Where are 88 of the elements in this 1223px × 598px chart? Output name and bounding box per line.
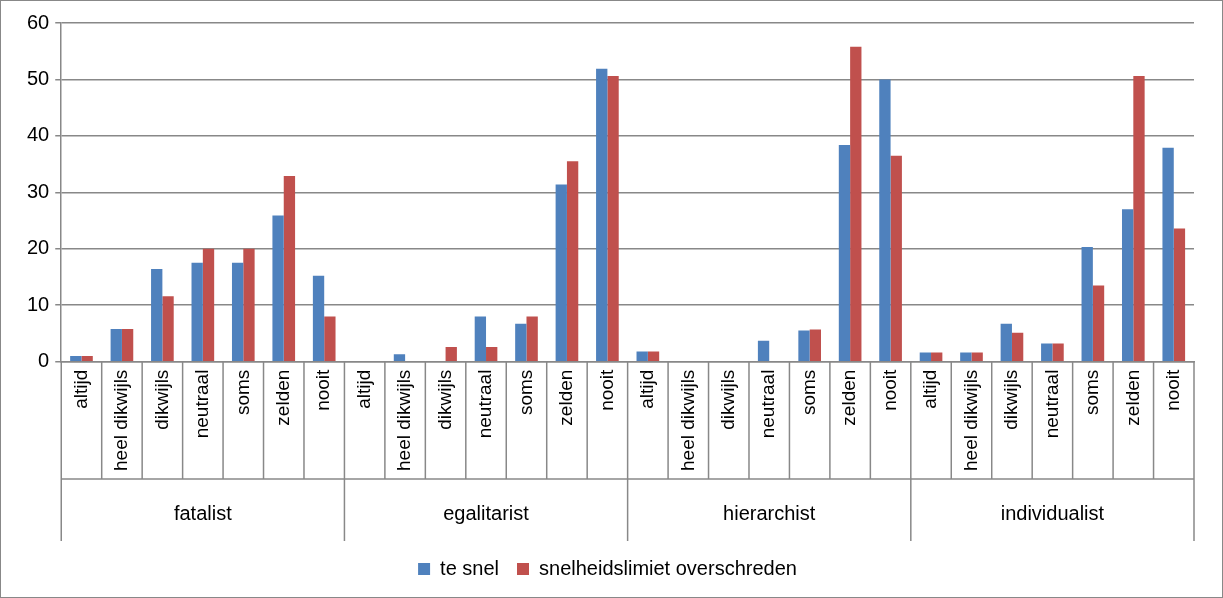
bar	[971, 352, 983, 361]
bar	[121, 328, 134, 361]
x-tick-label: neutraal	[757, 369, 779, 439]
bar	[324, 316, 336, 361]
y-tick-label: 10	[27, 292, 50, 315]
y-tick-label: 30	[27, 179, 50, 202]
bar	[1041, 343, 1053, 361]
x-tick-label: zelden	[1121, 369, 1143, 426]
y-tick-label: 20	[27, 236, 50, 259]
bar	[1011, 332, 1024, 361]
x-tick-label: heel dikwijls	[959, 369, 981, 471]
x-tick-label: dikwijls	[150, 369, 172, 430]
bar	[393, 354, 406, 361]
bar	[890, 155, 902, 361]
x-tick-label: altijd	[636, 369, 658, 409]
x-tick-label: zelden	[271, 369, 293, 426]
x-tick-label: nooit	[878, 368, 900, 411]
bar	[647, 351, 660, 361]
y-tick-label: 0	[38, 349, 50, 372]
bar	[596, 68, 608, 361]
bar	[151, 269, 163, 361]
x-tick-label: heel dikwijls	[110, 369, 132, 471]
bar	[636, 351, 648, 361]
x-tick-label: soms	[1081, 369, 1103, 416]
x-tick-label: neutraal	[1040, 369, 1062, 439]
bar	[1121, 209, 1134, 361]
bar	[110, 328, 122, 361]
x-tick-label: zelden	[838, 369, 860, 426]
text: individualist	[1000, 501, 1105, 524]
bar	[312, 275, 325, 361]
x-tick-label: altijd	[69, 369, 91, 409]
bar	[607, 76, 619, 361]
y-tick-label: 40	[27, 123, 50, 146]
x-tick-label: heel dikwijls	[393, 369, 415, 471]
x-tick-label: dikwijls	[433, 369, 455, 430]
x-tick-label: soms	[797, 369, 819, 416]
x-tick-label: dikwijls	[717, 369, 738, 430]
bar	[243, 248, 255, 361]
bar	[1162, 147, 1174, 361]
legend-label: snelheidslimiet overschreden	[539, 556, 797, 579]
bar	[70, 355, 82, 361]
x-tick-label: soms	[514, 369, 536, 416]
x-tick-label: zelden	[555, 369, 577, 426]
bar	[1000, 323, 1012, 361]
text: egalitarist	[443, 501, 530, 524]
bar	[272, 215, 284, 361]
bar	[1173, 228, 1186, 361]
bar	[838, 144, 851, 361]
bar	[231, 262, 244, 361]
bar	[1133, 76, 1145, 361]
bar	[931, 352, 943, 361]
bar	[474, 316, 487, 361]
bar	[81, 355, 93, 361]
bar	[445, 346, 457, 361]
bar	[486, 346, 498, 361]
bar	[798, 330, 810, 361]
x-tick-label: neutraal	[474, 369, 496, 439]
x-tick-label: neutraal	[191, 369, 213, 439]
text: fatalist	[173, 501, 233, 524]
bar	[191, 262, 203, 361]
bar	[757, 340, 770, 361]
bar	[283, 175, 296, 361]
x-tick-label: nooit	[312, 368, 334, 411]
bar	[1081, 247, 1093, 361]
bar	[960, 352, 972, 361]
x-tick-label: nooit	[595, 368, 617, 411]
text: hierarchist	[723, 501, 816, 524]
bar	[515, 323, 527, 361]
bar	[555, 184, 567, 361]
bar	[1092, 285, 1105, 361]
bar	[1052, 343, 1064, 361]
x-tick-label: soms	[231, 369, 253, 416]
bar	[162, 296, 174, 361]
legend-label: te snel	[440, 556, 500, 579]
bar	[919, 352, 932, 361]
bar	[526, 316, 538, 361]
bar	[809, 329, 821, 361]
y-tick-label: 50	[27, 66, 50, 89]
x-tick-label: heel dikwijls	[676, 369, 698, 471]
y-tick-label: 60	[27, 10, 50, 33]
x-tick-label: nooit	[1162, 368, 1184, 411]
bar	[850, 46, 862, 361]
bar	[879, 79, 891, 361]
x-tick-label: altijd	[919, 369, 941, 409]
x-tick-label: altijd	[352, 369, 374, 409]
bar	[566, 161, 579, 361]
bar	[202, 248, 215, 361]
x-tick-label: dikwijls	[1000, 369, 1022, 430]
